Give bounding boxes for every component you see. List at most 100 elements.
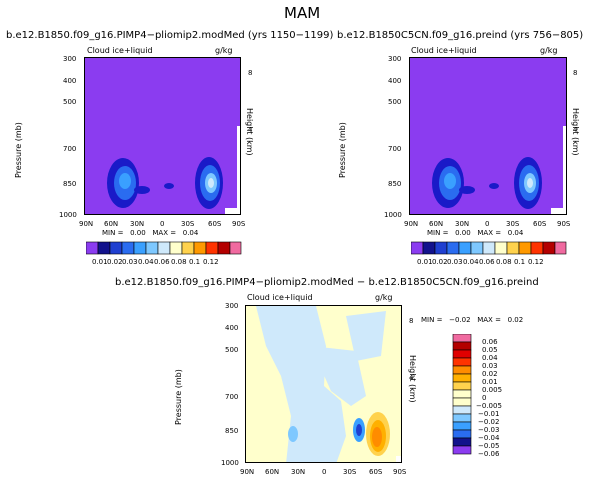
panel-1-ytick-400: 400 [63, 77, 77, 85]
panel-1-xtick-30n: 30N [130, 220, 145, 228]
panel-3-ytick-850: 850 [225, 427, 239, 435]
panel-2-cbar-label-2: 0.02 [432, 258, 448, 266]
panel-3-cbar-label-2: 0.05 [482, 346, 498, 354]
panel-2-ytick-850: 850 [388, 180, 402, 188]
panel-1-xtick-90s: 90S [232, 220, 246, 228]
panel-3-xtick-30n: 30N [291, 468, 306, 476]
panel-3-mask [396, 456, 401, 462]
panel-1-xtick-0: 0 [160, 220, 165, 228]
panel-2-xtick-60s: 60S [533, 220, 547, 228]
panel-2-cbar-label-8: 0.12 [528, 258, 544, 266]
panel-3-contour-d [288, 426, 298, 442]
panel-3-contour-i [372, 427, 382, 447]
panel-3-xtick-90s: 90S [393, 468, 407, 476]
panel-1-ytick-right-8: 8 [248, 69, 253, 77]
panel-1-contour-c [119, 173, 131, 189]
panel-1-xtick-30s: 30S [181, 220, 195, 228]
panel-1-contours [107, 126, 240, 214]
panel-3-ytick-400: 400 [225, 324, 239, 332]
page-title: MAM [284, 4, 321, 22]
panel-2-xtick-0: 0 [485, 220, 490, 228]
panel-3-ytick-700: 700 [225, 393, 239, 401]
panel-3-xtick-0: 0 [322, 468, 327, 476]
panel-3-xtick-30s: 30S [343, 468, 357, 476]
panel-3-xtick-90n: 90N [240, 468, 255, 476]
panel-1-mask [225, 208, 240, 214]
panel-2-cbar-label-7: 0.1 [514, 258, 526, 266]
panel-3-ytick-300: 300 [225, 302, 239, 310]
panel-1-ytick-700: 700 [63, 145, 77, 153]
panel-1-xtick-90n: 90N [79, 220, 94, 228]
panel-3-cbar-label-10: −0.01 [478, 410, 500, 418]
panel-1-contour-d [134, 186, 150, 194]
panel-2-cbar-label-4: 0.04 [463, 258, 479, 266]
panel-3-cbar-label-5: 0.02 [482, 370, 498, 378]
panel-3-ytick-1000: 1000 [221, 459, 239, 467]
panel-3-cbar-label-4: 0.03 [482, 362, 498, 370]
panel-1-variable-label: Cloud ice+liquid [87, 46, 153, 55]
panel-2-xtick-30s: 30S [506, 220, 520, 228]
panel-1-ytick-500: 500 [63, 98, 77, 106]
panel-3-ytick-right-8: 8 [409, 317, 414, 325]
panel-3-colorbar [452, 334, 472, 459]
panel-1-ytick-right-4: 4 [248, 126, 253, 134]
panel-3-cbar-label-11: −0.02 [478, 418, 500, 426]
panel-1-stats: MIN = 0.00 MAX = 0.04 [102, 229, 199, 237]
panel-2-contour-c [444, 173, 456, 189]
panel-1-ylabel: Pressure (mb) [14, 122, 23, 178]
panel-2-contour-d [459, 186, 475, 194]
panel-1-cbar-label-2: 0.02 [107, 258, 123, 266]
panel-2-cbar-label-3: 0.03 [447, 258, 463, 266]
panel-1-ytick-1000: 1000 [59, 211, 77, 219]
panel-3-xtick-60s: 60S [369, 468, 383, 476]
panel-2-mask-2 [563, 126, 566, 214]
panel-3-variable-label: Cloud ice+liquid [247, 293, 313, 302]
panel-2-ytick-400: 400 [388, 77, 402, 85]
panel-3-title: b.e12.B1850.f09_g16.PIMP4−pliomip2.modMe… [115, 277, 539, 288]
panel-2-ylabel: Pressure (mb) [338, 122, 347, 178]
panel-3-contour-f [356, 424, 362, 436]
panel-3-cbar-label-8: 0 [482, 394, 487, 402]
panel-1-xtick-60s: 60S [208, 220, 222, 228]
panel-3-cbar-label-14: −0.05 [478, 442, 500, 450]
panel-3-ytick-right-4: 4 [409, 374, 414, 382]
panel-3-contour-b [346, 311, 386, 361]
panel-2-cbar-label-1: 0.01 [417, 258, 433, 266]
panel-2-contour-i [527, 178, 533, 188]
panel-1-plot [84, 57, 241, 215]
panel-2-ytick-300: 300 [388, 55, 402, 63]
panel-1-cbar-label-6: 0.08 [171, 258, 187, 266]
panel-3-units: g/kg [375, 293, 393, 302]
panel-2-ytick-700: 700 [388, 145, 402, 153]
panel-2-ytick-right-8: 8 [573, 69, 578, 77]
panel-1-mask-2 [237, 126, 240, 214]
panel-1-cbar-label-5: 0.06 [154, 258, 170, 266]
panel-3-cbar-label-9: −0.005 [476, 402, 502, 410]
panel-2-ytick-500: 500 [388, 98, 402, 106]
panel-1-cbar-label-3: 0.03 [122, 258, 138, 266]
panel-2-ytick-1000: 1000 [384, 211, 402, 219]
panel-2-cbar-label-6: 0.08 [496, 258, 512, 266]
panel-3-plot [245, 305, 402, 463]
panel-2-xtick-30n: 30N [455, 220, 470, 228]
panel-1-cbar-label-7: 0.1 [189, 258, 201, 266]
panel-2-ytick-right-4: 4 [573, 126, 578, 134]
panel-3-stats: MIN = −0.02 MAX = 0.02 [421, 316, 524, 324]
panel-3-cbar-label-7: 0.005 [482, 386, 503, 394]
panel-3-cbar-label-15: −0.06 [478, 450, 500, 458]
panel-1-units: g/kg [215, 46, 233, 55]
panel-2-variable-label: Cloud ice+liquid [411, 46, 477, 55]
panel-3-ytick-500: 500 [225, 346, 239, 354]
panel-3-ylabel: Pressure (mb) [174, 369, 183, 425]
panel-2-units: g/kg [540, 46, 558, 55]
panel-1-colorbar [86, 241, 242, 255]
panel-2-contour-e [489, 183, 499, 189]
panel-3-xtick-60n: 60N [265, 468, 280, 476]
panel-2-colorbar [411, 241, 567, 255]
panel-1-title: b.e12.B1850.f09_g16.PIMP4−pliomip2.modMe… [6, 30, 334, 41]
panel-2-xtick-90n: 90N [404, 220, 419, 228]
panel-3-cbar-label-13: −0.04 [478, 434, 500, 442]
panel-1-contour-i [208, 178, 214, 188]
panel-2-mask [551, 208, 566, 214]
panel-2-stats: MIN = 0.00 MAX = 0.04 [427, 229, 524, 237]
